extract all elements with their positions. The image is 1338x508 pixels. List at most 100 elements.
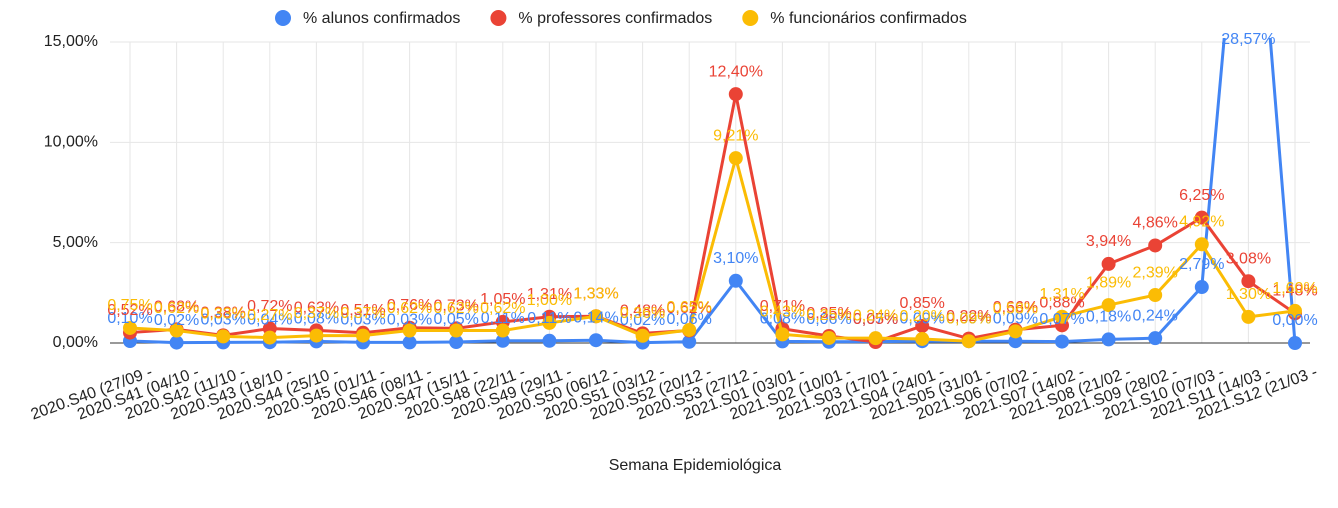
y-tick-label: 15,00%: [44, 33, 98, 50]
data-point: [868, 331, 883, 346]
data-label: 0,85%: [900, 295, 945, 312]
data-label: 0,51%: [340, 302, 385, 319]
data-label: 0,75%: [107, 297, 152, 314]
data-label: 0,62%: [480, 300, 525, 317]
data-label: 0,35%: [806, 305, 851, 322]
data-label: 0,07%: [1039, 311, 1084, 328]
data-point: [169, 323, 184, 338]
data-label: 2,79%: [1179, 256, 1224, 273]
data-labels: 0,10% 0,02% 0,03% 0,04% 0,08% 0,03% 0,03% 0,05%…: [107, 31, 1317, 329]
legend-marker: [490, 10, 507, 26]
data-point: [822, 330, 836, 345]
data-label: 0,03%: [387, 312, 432, 329]
data-label: 0,76%: [387, 297, 432, 314]
data-label: 0,24%: [1133, 307, 1178, 324]
data-label: 0,37%: [294, 305, 339, 322]
data-point: [1148, 331, 1163, 346]
data-label: 0,14%: [573, 309, 618, 326]
data-label: 0,03%: [201, 312, 246, 329]
x-axis-title: Semana Epidemiológica: [609, 457, 782, 474]
data-label: 0,09%: [946, 310, 991, 327]
data-label: 1,31%: [1039, 286, 1084, 303]
data-point: [1008, 324, 1023, 339]
data-label: 1,89%: [1086, 274, 1131, 291]
data-label: 0,52%: [107, 302, 152, 319]
data-point: [216, 329, 231, 344]
data-point: [1194, 280, 1209, 295]
y-tick-label: 5,00%: [53, 234, 98, 251]
data-point: [449, 323, 464, 338]
data-label: 0,06%: [667, 311, 712, 328]
data-label: 1,60%: [1272, 280, 1317, 297]
data-label: 0,04%: [247, 311, 292, 328]
plot-area: [123, 38, 1302, 350]
data-point: [1101, 332, 1116, 347]
data-label: 28,57%: [1221, 31, 1275, 48]
data-point: [1101, 298, 1116, 313]
data-label: 0,08%: [760, 311, 805, 328]
data-point: [402, 335, 417, 350]
data-point: [1055, 309, 1069, 324]
legend-marker: [275, 10, 291, 26]
data-label: 0,62%: [154, 300, 199, 317]
data-label: 0,38%: [201, 305, 246, 322]
data-point: [309, 328, 324, 343]
data-point: [1288, 303, 1302, 318]
data-label: 3,94%: [1086, 233, 1131, 250]
data-point: [542, 333, 557, 348]
data-point: [1008, 334, 1023, 349]
data-label: 3,08%: [1226, 250, 1271, 267]
data-point: [589, 333, 603, 348]
data-point: [495, 323, 510, 338]
data-label: 1,00%: [527, 292, 572, 309]
data-point: [1241, 309, 1256, 324]
data-label: 1,48%: [1272, 283, 1317, 300]
data-label: 0,66%: [993, 299, 1038, 316]
data-label: 2,39%: [1133, 264, 1178, 281]
data-label: 0,05%: [853, 311, 898, 328]
data-point: [728, 87, 743, 102]
data-label: 0,22%: [946, 308, 991, 325]
data-label: 1,31%: [527, 286, 572, 303]
data-label: 0,88%: [1039, 295, 1084, 312]
data-label: 0,65%: [667, 299, 712, 316]
legend-label: % alunos confirmados: [303, 10, 460, 27]
data-point: [1288, 336, 1302, 350]
data-label: 6,25%: [1179, 187, 1224, 204]
data-point: [682, 322, 697, 337]
data-point: [775, 327, 790, 342]
data-label: 1,33%: [573, 286, 618, 303]
data-label: 0,63%: [294, 300, 339, 317]
data-label: 0,37%: [340, 305, 385, 322]
data-point: [589, 309, 603, 324]
data-point: [402, 323, 417, 338]
y-tick-label: 0,00%: [53, 334, 98, 351]
data-label: 0,24%: [853, 307, 898, 324]
data-point: [1101, 256, 1116, 271]
data-point: [1194, 210, 1209, 225]
legend-label: % funcionários confirmados: [770, 10, 967, 27]
data-label: 4,92%: [1179, 213, 1224, 230]
data-label: 3,10%: [713, 250, 758, 267]
data-label: 0,11%: [527, 310, 571, 327]
data-point: [449, 334, 464, 349]
legend-marker: [742, 10, 759, 26]
data-point: [542, 315, 557, 330]
data-label: 0,43%: [760, 304, 805, 321]
series-line: [129, 93, 1296, 344]
data-point: [356, 328, 370, 343]
data-label: 1,33%: [573, 286, 618, 303]
data-label: 12,40%: [709, 63, 763, 80]
data-label: 0,05%: [434, 311, 479, 328]
data-point: [1194, 237, 1209, 252]
data-point: [1055, 334, 1069, 349]
data-label: 0,27%: [247, 307, 292, 324]
data-label: 0,58%: [993, 301, 1038, 318]
data-label: 0,33%: [201, 306, 246, 323]
legend: % alunos confirmados % professores confir…: [275, 10, 967, 27]
data-label: 0,72%: [247, 298, 292, 315]
data-point: [123, 320, 137, 335]
data-label: 0,03%: [340, 312, 385, 329]
data-point: [495, 333, 510, 348]
